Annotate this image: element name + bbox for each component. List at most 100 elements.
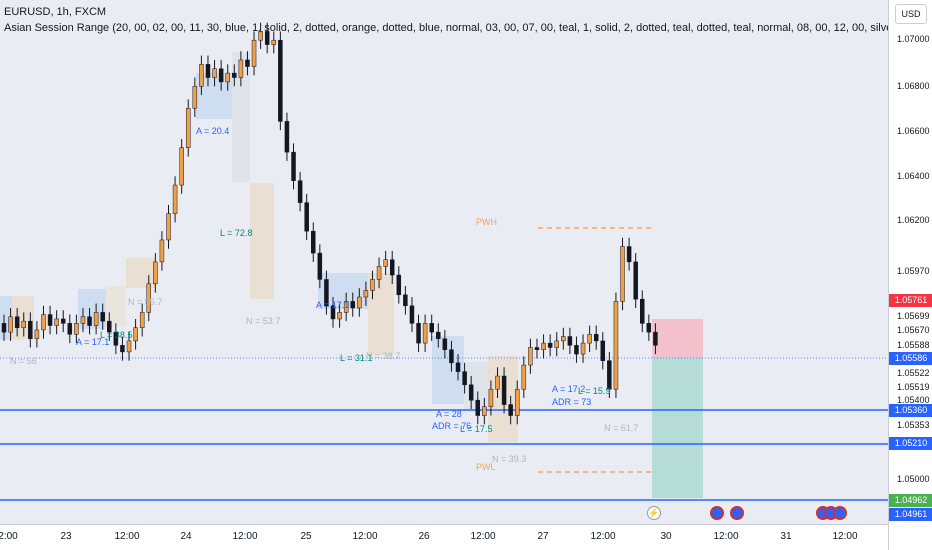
event-icons-row: ⚡ [0,506,888,524]
bullish-candle [93,312,99,326]
session-annotation: A = 17.1 [316,300,350,310]
bearish-candle [593,334,599,342]
bearish-candle [403,294,408,307]
session-annotation: N = 53.7 [246,316,281,326]
time-label: 30 [660,531,672,542]
time-label: 12:00 [232,531,258,542]
price-badge-stop: 1.05761 [889,294,932,307]
price-label: 1.07000 [897,34,930,44]
bearish-candle [646,323,652,333]
bearish-candle [60,318,66,324]
bullish-candle [34,329,40,339]
time-label: 12:00 [352,531,378,542]
bearish-candle [205,64,211,78]
bearish-candle [640,298,645,324]
time-label: 12:00 [590,531,616,542]
time-axis[interactable]: 2:00 23 12:00 24 12:00 25 12:00 26 12:00… [0,524,888,550]
session-box [126,258,156,288]
bullish-candle [488,388,494,408]
bullish-candle [159,239,165,263]
lightning-icon[interactable]: ⚡ [647,506,661,520]
bearish-candle [449,349,454,364]
price-label: 1.05970 [897,266,930,276]
session-annotation: L = 72.8 [220,228,253,238]
bearish-candle [574,345,579,355]
bearish-candle [626,246,632,263]
bullish-candle [54,318,59,326]
bullish-candle [139,312,145,328]
price-label: 1.06800 [897,81,930,91]
time-label: 12:00 [470,531,496,542]
bullish-candle [133,327,138,342]
session-box [250,183,274,299]
indicator-label[interactable]: Asian Session Range (20, 00, 02, 00, 11,… [4,22,888,34]
bearish-candle [396,274,402,296]
time-label: 12:00 [832,531,858,542]
bearish-candle [100,312,105,322]
bearish-candle [14,316,20,328]
session-annotation: N = 39.3 [492,454,527,464]
time-label: 12:00 [114,531,140,542]
stop-loss-zone [652,319,703,358]
bullish-candle [482,406,487,416]
flag-icon[interactable] [730,506,744,520]
bearish-candle [47,314,53,326]
adr-annotation: ADR = 76 [432,421,472,431]
session-annotation: L = 15.9 [578,386,611,396]
bullish-candle [495,375,500,390]
bullish-candle [541,342,546,350]
bearish-candle [67,323,73,335]
bullish-candle [383,259,388,267]
bullish-candle [258,31,263,41]
bullish-candle [192,86,198,109]
currency-button[interactable]: USD [895,4,927,24]
bullish-candle [166,213,171,241]
price-label: 1.06400 [897,171,930,181]
bullish-candle [74,323,79,335]
flag-icon[interactable] [710,506,724,520]
price-label: 1.06200 [897,215,930,225]
price-label: 1.05522 [897,368,930,378]
bullish-candle [370,279,375,291]
bearish-candle [429,323,434,333]
bullish-candle [613,301,619,390]
session-annotation: N = 61.7 [604,423,639,433]
bearish-candle [350,301,355,309]
bearish-candle [120,345,125,353]
price-chart[interactable] [0,0,888,524]
bearish-candle [107,320,112,333]
bullish-candle [21,320,26,328]
price-label: 1.05670 [897,325,930,335]
bullish-candle [561,336,566,342]
bullish-candle [337,312,342,320]
bullish-candle [153,261,158,285]
time-label: 12:00 [713,531,739,542]
bearish-candle [442,338,448,350]
bullish-candle [179,147,184,186]
time-label: 23 [60,531,72,542]
price-label: 1.06600 [897,126,930,136]
session-annotation: L = 31.1 [340,353,373,363]
bearish-candle [475,399,481,416]
bearish-candle [389,259,395,276]
price-axis[interactable]: USD 1.07000 1.06800 1.06600 1.06400 1.06… [888,0,932,550]
symbol-title[interactable]: EURUSD, 1h, FXCM [4,6,107,18]
bullish-candle [580,342,586,355]
time-label: 25 [300,531,312,542]
bearish-candle [653,331,658,346]
bullish-candle [587,334,592,344]
flag-icon[interactable] [833,506,847,520]
session-annotation: N = 55.7 [128,297,163,307]
bearish-candle [468,384,474,401]
bearish-candle [291,151,296,181]
bearish-candle [1,323,7,333]
pwl-label: PWL [476,462,496,472]
bullish-candle [80,316,86,324]
price-label: 1.05400 [897,395,930,405]
adr-annotation: ADR = 73 [552,397,592,407]
session-annotation: A = 28 [436,409,462,419]
chart-area[interactable]: EURUSD, 1h, FXCM Asian Session Range (20… [0,0,888,524]
bullish-candle [126,340,132,353]
bullish-candle [199,64,204,87]
bearish-candle [534,347,540,350]
